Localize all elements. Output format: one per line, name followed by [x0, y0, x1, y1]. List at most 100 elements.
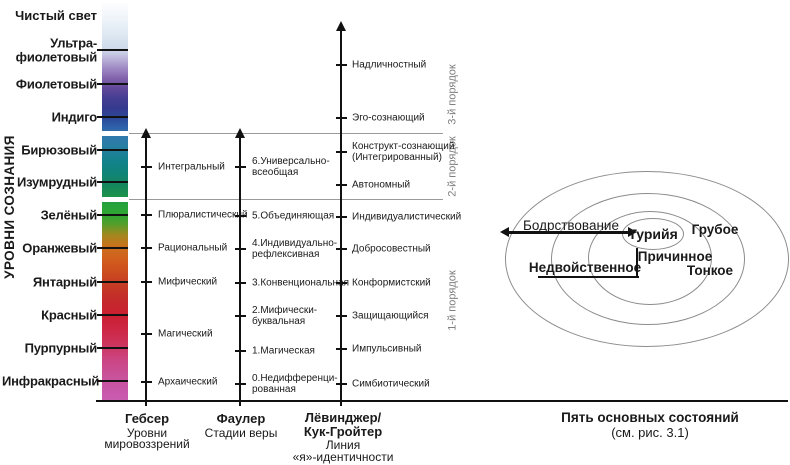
loevinger-tick [336, 64, 347, 66]
state-ellipse-center [622, 218, 684, 250]
loevinger-axis-line [340, 30, 342, 406]
gebser-tick [141, 381, 152, 383]
loevinger-tick [336, 248, 347, 250]
spectrum-tick [97, 380, 128, 382]
state-label-causal: Причинное [637, 249, 713, 264]
loevinger-tick [336, 348, 347, 350]
state-label-subtle: Тонкое [686, 263, 734, 278]
arrowhead-left-icon [500, 227, 509, 237]
spectrum-top-label: Чистый свет [15, 8, 97, 23]
level-label-indigo: Индиго [51, 109, 98, 125]
fowler-tick [235, 282, 246, 284]
state-ellipse-third [588, 211, 712, 305]
gebser-axis-line [145, 137, 147, 406]
gebser-stage-mythic: Мифический [158, 276, 218, 288]
level-label-ultraviolet: Ультра- фиолетовый [15, 35, 98, 64]
level-label-infrared: Инфракрасный [2, 373, 100, 389]
loevinger-tick [336, 315, 347, 317]
gebser-caption: Гебсер Уровни мировоззрений [87, 412, 207, 451]
state-label-turiya: Турийя [628, 226, 678, 242]
gebser-tick [141, 281, 152, 283]
loevinger-tick [336, 184, 347, 186]
loevinger-stage-self-protective: Защищающийся [352, 310, 429, 322]
gebser-tick [141, 214, 152, 216]
gebser-tick [141, 166, 152, 168]
state-label-nondual: Недвойственное [528, 260, 642, 275]
loevinger-stage-individualist: Индивидуалистический [352, 211, 462, 223]
spectrum-tick [97, 181, 128, 183]
fowler-stage-3: 3.Конвенциональная [252, 277, 350, 289]
gebser-name: Гебсер [124, 411, 170, 426]
gebser-stage-rational: Рациональный [158, 242, 228, 254]
spectrum-bar [102, 3, 128, 401]
loevinger-stage-impulsive: Импульсивный [352, 343, 422, 355]
state-ellipse-second [551, 193, 745, 325]
loevinger-name: Лёвинджер/ Кук-Гройтер [303, 410, 383, 439]
loevinger-tick [336, 282, 347, 284]
level-label-green: Зелёный [40, 207, 98, 223]
order-label-1: 1-й порядок [446, 270, 459, 331]
spectrum-tick [97, 347, 128, 349]
loevinger-stage-conformist: Конформистский [352, 277, 431, 289]
waking-arrow-line [508, 231, 629, 234]
loevinger-arrow-up-icon [336, 21, 346, 31]
spectrum-tick [97, 49, 128, 51]
loevinger-stage-construct-aware: Конструкт-сознающий (Интегрированный) [352, 141, 455, 163]
level-label-turquoise: Бирюзовый [21, 142, 97, 158]
nondual-connector-vertical [636, 248, 638, 278]
gebser-stage-archaic: Архаический [158, 376, 218, 388]
order-divider-3-2 [129, 133, 443, 134]
fowler-name: Фаулер [216, 411, 266, 426]
gebser-stage-integral: Интегральный [158, 161, 225, 173]
fowler-stage-1: 1.Магическая [252, 345, 315, 357]
order-divider-2-1 [129, 199, 443, 200]
loevinger-tick [336, 216, 347, 218]
fowler-tick [235, 383, 246, 385]
state-label-gross: Грубое [691, 222, 739, 237]
spectrum-tick [97, 116, 128, 118]
spectrum-tick [97, 149, 128, 151]
fowler-axis-line [239, 137, 241, 406]
state-label-waking: Бодрствование [523, 218, 619, 233]
fowler-stage-0: 0.Недифференци- рованная [252, 373, 338, 395]
loevinger-caption: Лёвинджер/ Кук-Гройтер Линия «я»-идентич… [283, 411, 403, 463]
level-label-magenta: Пурпурный [24, 340, 98, 356]
spectrum-tick [97, 314, 128, 316]
fowler-stage-6: 6.Универсально- всеобщая [252, 156, 330, 178]
spectrum-tick [97, 83, 128, 85]
loevinger-stage-symbiotic: Симбиотический [352, 378, 430, 390]
state-ellipse-outer [505, 171, 789, 347]
fowler-subtitle: Стадии веры [204, 425, 278, 440]
gebser-tick [141, 247, 152, 249]
states-caption: Пять основных состояний (см. рис. 3.1) [535, 411, 765, 438]
spectrum-gap-lower [101, 197, 129, 202]
fowler-arrow-up-icon [235, 128, 245, 138]
order-label-2: 2-й порядок [446, 136, 459, 197]
loevinger-stage-autonomous: Автономный [352, 179, 411, 191]
level-label-amber: Янтарный [32, 274, 97, 290]
spectrum-tick [97, 247, 128, 249]
baseline [96, 400, 788, 402]
nondual-connector-horizontal [538, 276, 639, 278]
loevinger-subtitle: Линия «я»-идентичности [292, 438, 394, 464]
level-label-emerald: Изумрудный [16, 174, 97, 190]
spectrum-tick [97, 214, 128, 216]
fowler-tick [235, 315, 246, 317]
level-label-violet: Фиолетовый [15, 76, 97, 92]
arrowhead-right-icon [628, 227, 637, 237]
fowler-stage-2: 2.Мифически- буквальная [252, 305, 318, 327]
gebser-tick [141, 333, 152, 335]
loevinger-tick [336, 383, 347, 385]
loevinger-stage-conscientious: Добросовестный [352, 243, 431, 255]
loevinger-stage-transpersonal: Надличностный [352, 59, 427, 71]
order-label-3: 3-й порядок [446, 64, 459, 125]
fowler-tick [235, 350, 246, 352]
gebser-stage-magic: Магический [158, 328, 213, 340]
level-label-orange: Оранжевый [22, 240, 97, 256]
fowler-caption: Фаулер Стадии веры [181, 412, 301, 439]
gebser-stage-pluralistic: Плюралистический [158, 209, 248, 221]
fowler-tick [235, 215, 246, 217]
spectrum-gap-upper [101, 131, 129, 136]
gebser-subtitle: Уровни мировоззрений [104, 425, 190, 451]
